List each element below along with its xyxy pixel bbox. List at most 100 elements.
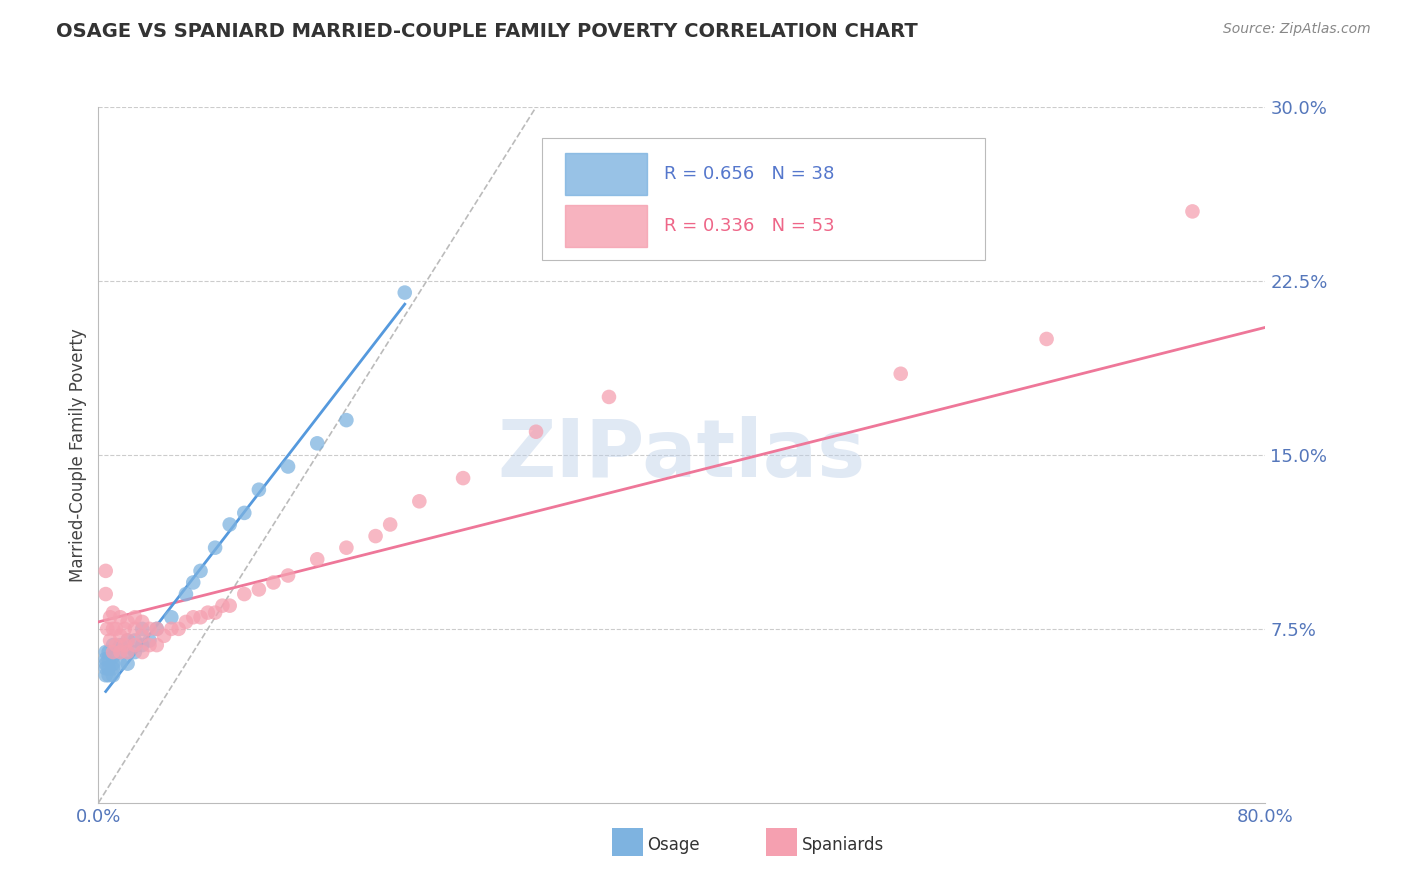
Point — [307, 552, 329, 566]
Point — [124, 610, 146, 624]
Point — [524, 425, 547, 439]
Point — [94, 652, 117, 666]
Point — [101, 638, 124, 652]
Point — [1035, 332, 1057, 346]
Point — [131, 629, 153, 643]
Point — [117, 645, 139, 659]
Y-axis label: Married-Couple Family Poverty: Married-Couple Family Poverty — [69, 328, 87, 582]
Point — [335, 413, 357, 427]
Bar — [565, 205, 647, 247]
Point — [204, 541, 226, 555]
Point — [110, 645, 132, 659]
Point — [181, 575, 204, 590]
Point — [96, 622, 118, 636]
Point — [204, 606, 226, 620]
Point — [138, 638, 160, 652]
Point — [277, 459, 299, 474]
Point — [131, 645, 153, 659]
Point — [408, 494, 430, 508]
Point — [174, 587, 197, 601]
Point — [233, 506, 256, 520]
Point — [110, 657, 132, 671]
Point — [1181, 204, 1204, 219]
Point — [131, 638, 153, 652]
Point — [124, 633, 146, 648]
Point — [160, 610, 183, 624]
Point — [131, 615, 153, 629]
Point — [124, 638, 146, 652]
Point — [114, 622, 136, 636]
Text: Source: ZipAtlas.com: Source: ZipAtlas.com — [1223, 22, 1371, 37]
Point — [101, 668, 124, 682]
Point — [117, 657, 139, 671]
Point — [117, 645, 139, 659]
Point — [101, 661, 124, 675]
Point — [131, 622, 153, 636]
Point — [190, 610, 212, 624]
Point — [218, 517, 240, 532]
Point — [98, 610, 121, 624]
Point — [451, 471, 474, 485]
Text: ZIPatlas: ZIPatlas — [498, 416, 866, 494]
Point — [124, 622, 146, 636]
Point — [181, 610, 204, 624]
Point — [124, 645, 146, 659]
Point — [94, 661, 117, 675]
Point — [146, 622, 169, 636]
Point — [101, 622, 124, 636]
Point — [307, 436, 329, 450]
Point — [117, 615, 139, 629]
FancyBboxPatch shape — [541, 138, 986, 260]
Point — [110, 638, 132, 652]
Point — [146, 622, 169, 636]
Text: R = 0.336   N = 53: R = 0.336 N = 53 — [665, 217, 835, 235]
Point — [197, 606, 219, 620]
Point — [101, 645, 124, 659]
Point — [101, 649, 124, 664]
Point — [94, 587, 117, 601]
Point — [394, 285, 416, 300]
Point — [378, 517, 402, 532]
Point — [114, 638, 136, 652]
Point — [117, 633, 139, 648]
Point — [364, 529, 387, 543]
Point — [97, 668, 120, 682]
Text: Spaniards: Spaniards — [801, 836, 883, 854]
Point — [104, 622, 127, 636]
Point — [890, 367, 912, 381]
Point — [110, 645, 132, 659]
Point — [117, 633, 139, 648]
Bar — [565, 153, 647, 194]
Point — [247, 582, 270, 597]
Point — [190, 564, 212, 578]
Point — [277, 568, 299, 582]
Point — [101, 657, 124, 671]
Point — [146, 638, 169, 652]
Point — [335, 541, 357, 555]
Point — [97, 652, 120, 666]
Point — [218, 599, 240, 613]
Point — [104, 638, 127, 652]
Point — [98, 633, 121, 648]
Point — [138, 622, 160, 636]
Point — [110, 629, 132, 643]
Point — [153, 629, 176, 643]
Point — [94, 657, 117, 671]
Point — [167, 622, 190, 636]
Text: Osage: Osage — [647, 836, 699, 854]
Point — [174, 615, 197, 629]
Point — [94, 645, 117, 659]
Point — [97, 645, 120, 659]
Point — [160, 622, 183, 636]
Point — [101, 606, 124, 620]
Point — [247, 483, 270, 497]
Point — [233, 587, 256, 601]
Text: OSAGE VS SPANIARD MARRIED-COUPLE FAMILY POVERTY CORRELATION CHART: OSAGE VS SPANIARD MARRIED-COUPLE FAMILY … — [56, 22, 918, 41]
Point — [97, 661, 120, 675]
Point — [138, 633, 160, 648]
Point — [598, 390, 620, 404]
Point — [94, 564, 117, 578]
Text: R = 0.656   N = 38: R = 0.656 N = 38 — [665, 165, 835, 183]
Point — [262, 575, 284, 590]
Point — [110, 610, 132, 624]
